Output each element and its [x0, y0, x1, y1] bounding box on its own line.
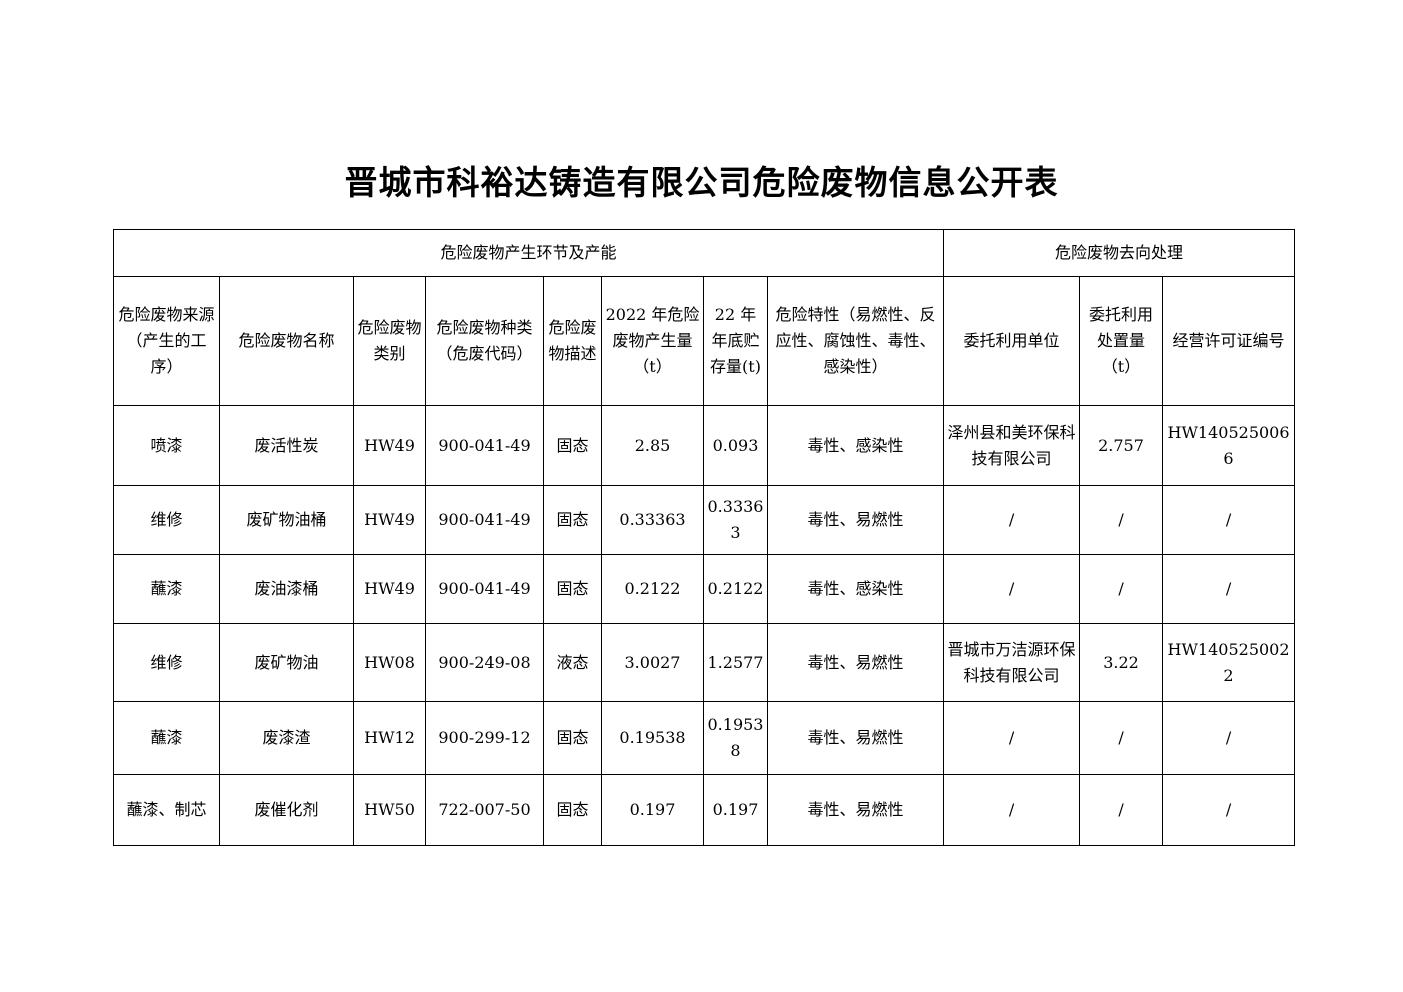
cell-category: HW49	[353, 405, 426, 486]
page-title: 晋城市科裕达铸造有限公司危险废物信息公开表	[344, 163, 1059, 202]
cell-license-number: HW1405250066	[1162, 405, 1296, 486]
cell-entrusted-unit: /	[943, 485, 1081, 555]
cell-storage: 0.2122	[703, 554, 768, 624]
column-header-description: 危险废物描述	[543, 276, 602, 406]
column-header-category: 危险废物类别	[353, 276, 426, 406]
cell-disposal-amount: /	[1079, 554, 1164, 624]
column-header-license-number: 经营许可证编号	[1162, 276, 1296, 406]
cell-license-number: /	[1162, 485, 1296, 555]
cell-hazard-traits: 毒性、感染性	[766, 554, 945, 624]
column-header-hazard-traits: 危险特性（易燃性、反应性、腐蚀性、毒性、感染性）	[766, 276, 945, 406]
cell-hazard-traits: 毒性、易燃性	[766, 485, 945, 555]
cell-disposal-amount: /	[1079, 701, 1164, 775]
cell-source: 维修	[113, 623, 220, 702]
cell-category: HW50	[353, 774, 426, 846]
cell-type-code: 722-007-50	[425, 774, 544, 846]
cell-storage: 0.197	[703, 774, 768, 846]
cell-produced-2022: 2.85	[601, 405, 704, 486]
cell-storage: 0.093	[703, 405, 768, 486]
cell-source: 蘸漆、制芯	[113, 774, 220, 846]
cell-type-code: 900-299-12	[425, 701, 544, 775]
cell-entrusted-unit: /	[943, 554, 1081, 624]
cell-license-number: /	[1162, 554, 1296, 624]
cell-category: HW49	[353, 554, 426, 624]
cell-category: HW12	[353, 701, 426, 775]
section-header-disposal: 危险废物去向处理	[943, 229, 1296, 277]
table-row: 蘸漆 废油漆桶 HW49 900-041-49 固态 0.2122 0.2122…	[113, 554, 1296, 624]
cell-description: 液态	[543, 623, 602, 702]
cell-source: 维修	[113, 485, 220, 555]
cell-storage: 0.19538	[703, 701, 768, 775]
column-header-name: 危险废物名称	[219, 276, 354, 406]
cell-name: 废漆渣	[219, 701, 354, 775]
cell-entrusted-unit: /	[943, 774, 1081, 846]
cell-entrusted-unit: /	[943, 701, 1081, 775]
cell-description: 固态	[543, 485, 602, 555]
cell-name: 废催化剂	[219, 774, 354, 846]
cell-produced-2022: 0.2122	[601, 554, 704, 624]
cell-name: 废矿物油	[219, 623, 354, 702]
cell-license-number: HW1405250022	[1162, 623, 1296, 702]
column-header-type-code: 危险废物种类（危废代码）	[425, 276, 544, 406]
cell-hazard-traits: 毒性、易燃性	[766, 701, 945, 775]
cell-name: 废油漆桶	[219, 554, 354, 624]
cell-entrusted-unit: 泽州县和美环保科技有限公司	[943, 405, 1081, 486]
section-header-production: 危险废物产生环节及产能	[112, 229, 945, 277]
cell-source: 蘸漆	[113, 701, 220, 775]
cell-produced-2022: 0.197	[601, 774, 704, 846]
cell-type-code: 900-249-08	[425, 623, 544, 702]
cell-produced-2022: 0.33363	[601, 485, 704, 555]
table-row: 维修 废矿物油 HW08 900-249-08 液态 3.0027 1.2577…	[113, 623, 1296, 702]
cell-category: HW08	[353, 623, 426, 702]
cell-hazard-traits: 毒性、感染性	[766, 405, 945, 486]
cell-hazard-traits: 毒性、易燃性	[766, 774, 945, 846]
cell-produced-2022: 3.0027	[601, 623, 704, 702]
cell-type-code: 900-041-49	[425, 405, 544, 486]
cell-source: 蘸漆	[113, 554, 220, 624]
cell-name: 废活性炭	[219, 405, 354, 486]
cell-produced-2022: 0.19538	[601, 701, 704, 775]
section-header-row: 危险废物产生环节及产能 危险废物去向处理	[112, 229, 1296, 277]
table-row: 喷漆 废活性炭 HW49 900-041-49 固态 2.85 0.093 毒性…	[113, 405, 1296, 486]
column-header-source: 危险废物来源（产生的工序）	[113, 276, 220, 406]
cell-description: 固态	[543, 701, 602, 775]
cell-disposal-amount: /	[1079, 485, 1164, 555]
column-header-row: 危险废物来源（产生的工序） 危险废物名称 危险废物类别 危险废物种类（危废代码）…	[113, 276, 1296, 406]
cell-hazard-traits: 毒性、易燃性	[766, 623, 945, 702]
cell-description: 固态	[543, 405, 602, 486]
table-row: 蘸漆 废漆渣 HW12 900-299-12 固态 0.19538 0.1953…	[113, 701, 1296, 775]
table-row: 蘸漆、制芯 废催化剂 HW50 722-007-50 固态 0.197 0.19…	[113, 774, 1296, 846]
cell-license-number: /	[1162, 774, 1296, 846]
column-header-storage-yearend: 22 年年底贮存量(t)	[703, 276, 768, 406]
cell-name: 废矿物油桶	[219, 485, 354, 555]
column-header-entrusted-unit: 委托利用单位	[943, 276, 1081, 406]
cell-source: 喷漆	[113, 405, 220, 486]
cell-type-code: 900-041-49	[425, 485, 544, 555]
cell-storage: 1.2577	[703, 623, 768, 702]
cell-type-code: 900-041-49	[425, 554, 544, 624]
cell-description: 固态	[543, 774, 602, 846]
cell-entrusted-unit: 晋城市万洁源环保科技有限公司	[943, 623, 1081, 702]
column-header-produced-2022: 2022 年危险废物产生量（t）	[601, 276, 704, 406]
cell-disposal-amount: 3.22	[1079, 623, 1164, 702]
cell-disposal-amount: /	[1079, 774, 1164, 846]
cell-description: 固态	[543, 554, 602, 624]
column-header-disposal-amount: 委托利用处置量（t）	[1079, 276, 1164, 406]
cell-category: HW49	[353, 485, 426, 555]
cell-disposal-amount: 2.757	[1079, 405, 1164, 486]
table-row: 维修 废矿物油桶 HW49 900-041-49 固态 0.33363 0.33…	[113, 485, 1296, 555]
cell-storage: 0.33363	[703, 485, 768, 555]
hazardous-waste-table: 危险废物产生环节及产能 危险废物去向处理 危险废物来源（产生的工序） 危险废物名…	[112, 229, 1296, 846]
cell-license-number: /	[1162, 701, 1296, 775]
